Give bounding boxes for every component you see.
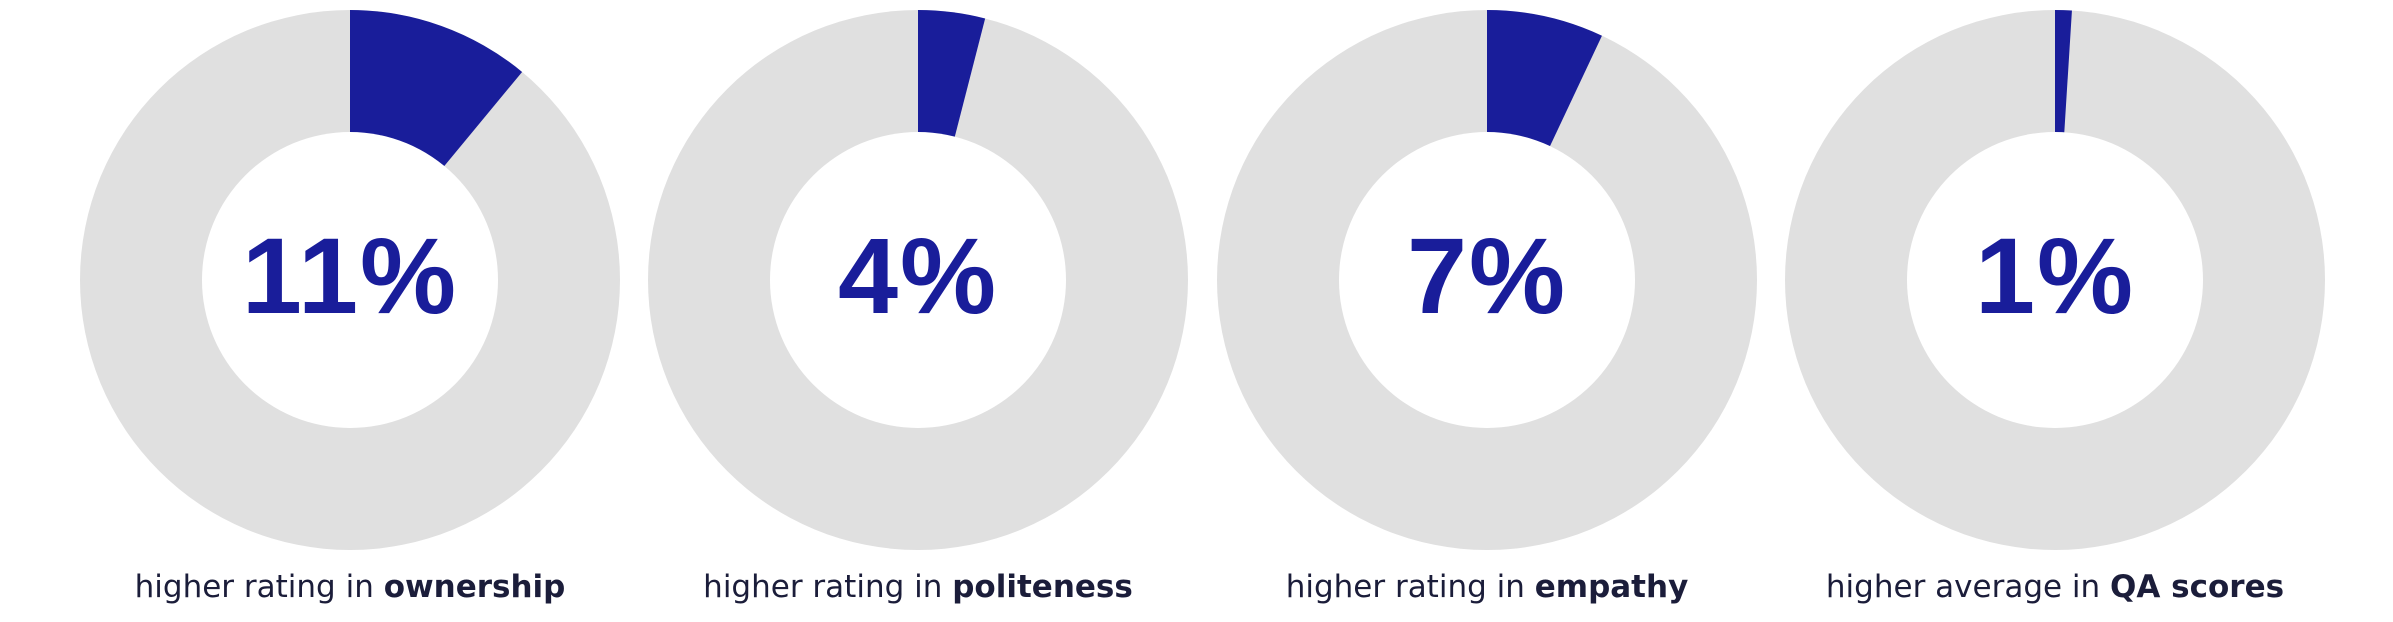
donut-center (770, 132, 1066, 428)
caption-prefix: higher rating in (134, 569, 384, 605)
percent-label: 7% (1406, 215, 1568, 336)
donut-center (1339, 132, 1635, 428)
caption-prefix: higher rating in (703, 569, 953, 605)
donut-chart-politeness: 4% higher rating in politeness (638, 0, 1198, 622)
donut-chart-empathy: 7% higher rating in empathy (1207, 0, 1767, 622)
percent-label: 4% (837, 215, 999, 336)
percent-label: 11% (241, 215, 459, 336)
donut-chart-ownership: 11% higher rating in ownership (70, 0, 630, 622)
donut-svg (1785, 9, 2325, 550)
donut-chart-qa-scores: 1% higher average in QA scores (1775, 0, 2335, 622)
caption-bold: ownership (383, 569, 566, 605)
caption-bold: empathy (1534, 569, 1689, 605)
caption: higher average in QA scores (1735, 567, 2375, 607)
caption: higher rating in politeness (598, 567, 1238, 607)
donut-center (1907, 132, 2203, 428)
percent-label: 1% (1974, 215, 2136, 336)
donut-svg (648, 9, 1188, 550)
donut-center (202, 132, 498, 428)
caption: higher rating in empathy (1167, 567, 1807, 607)
donut-svg (80, 10, 620, 550)
caption-bold: QA scores (2110, 569, 2285, 605)
caption-bold: politeness (952, 569, 1133, 605)
caption-prefix: higher rating in (1285, 569, 1535, 605)
caption: higher rating in ownership (30, 567, 670, 607)
donut-svg (1217, 10, 1757, 550)
caption-prefix: higher average in (1825, 569, 2111, 605)
